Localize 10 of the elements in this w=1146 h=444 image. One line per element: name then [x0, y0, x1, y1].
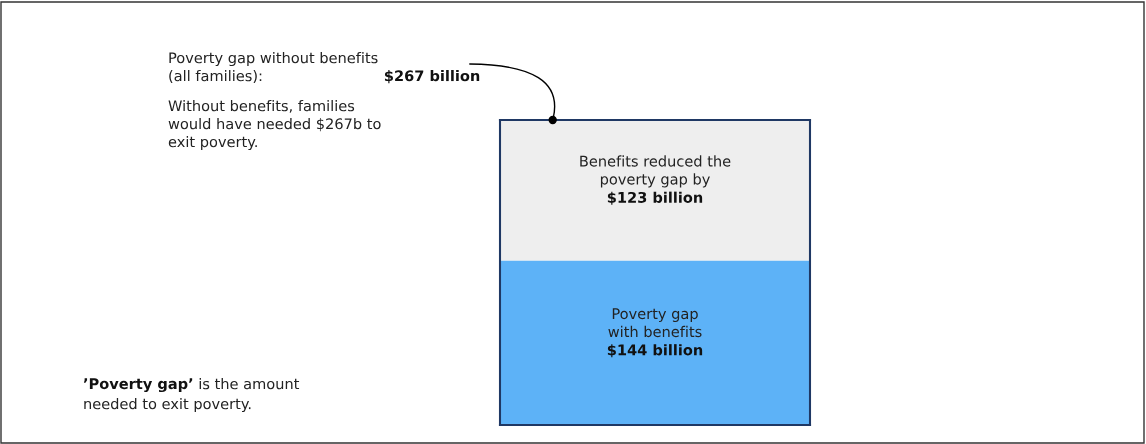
- text: Without benefits, families would have needed $267b to exit poverty.: [168, 100, 381, 151]
- text: ’Poverty gap’: [83, 378, 193, 393]
- series-label: Benefits reduced the poverty gap by: [580, 155, 731, 188]
- series-label: Poverty gap with benefits: [608, 308, 702, 338]
- data-label: $144 billion: [607, 344, 703, 358]
- data-label: $123 billion: [607, 191, 703, 205]
- text: $267 billion: [384, 69, 480, 84]
- text: is the amount: [199, 378, 300, 390]
- text: Poverty gap without benefits (all families):: [169, 52, 378, 83]
- text: needed to exit poverty.: [84, 398, 251, 413]
